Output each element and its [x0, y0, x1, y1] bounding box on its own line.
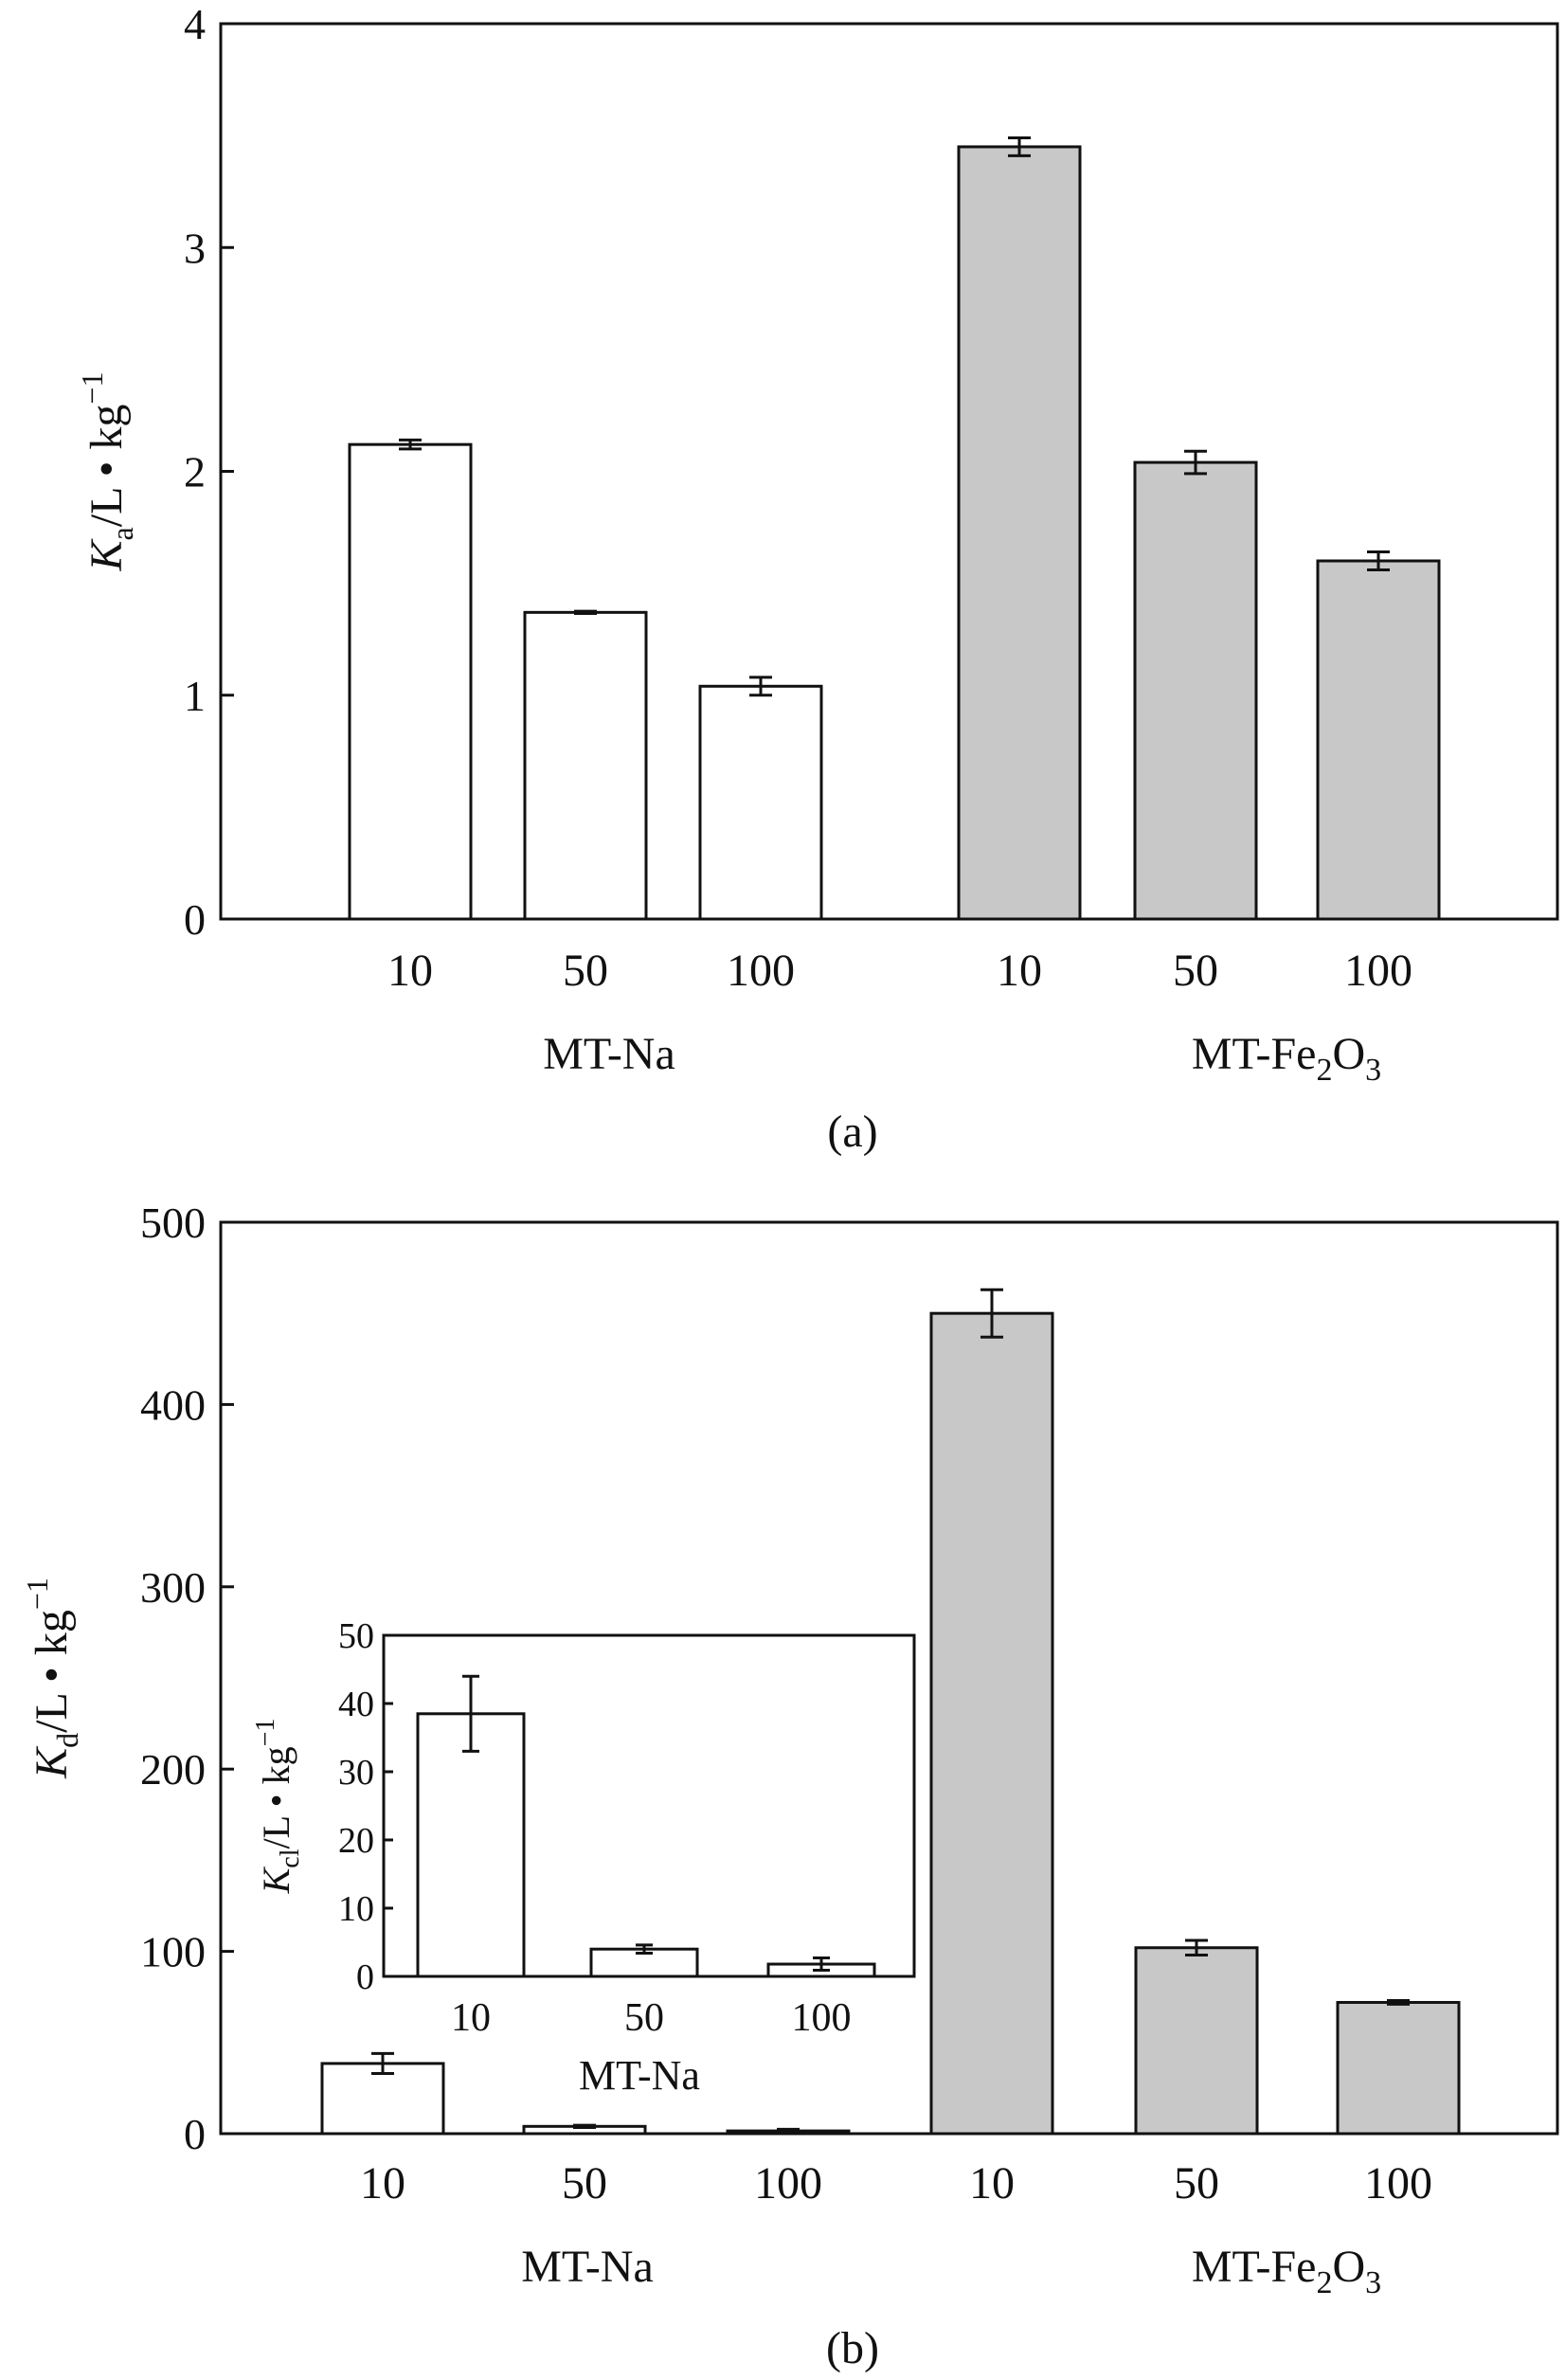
- category-label: 100: [727, 946, 795, 996]
- bar: [320, 2062, 445, 2136]
- inset-y-tick-label: 0: [356, 1957, 374, 1997]
- panel-label: (a): [827, 1107, 877, 1157]
- bar: [523, 610, 648, 921]
- category-label: 10: [997, 946, 1042, 996]
- bar: [929, 1311, 1054, 2136]
- inset-y-tick-label: 20: [338, 1821, 374, 1861]
- group-label: MT-Na: [543, 1029, 675, 1079]
- inset-y-tick-label: 40: [338, 1685, 374, 1724]
- bar: [1134, 1946, 1259, 2136]
- bar: [348, 442, 473, 921]
- category-label: 50: [562, 2158, 607, 2209]
- bar: [698, 684, 823, 921]
- y-tick-label: 400: [140, 1380, 206, 1429]
- y-tick-label: 4: [184, 0, 206, 48]
- group-label: MT-Fe2O3: [1192, 2242, 1381, 2300]
- inset-y-axis-label: Kcl/L • kg−1: [251, 1719, 305, 1895]
- y-tick-label: 100: [140, 1928, 206, 1976]
- category-label: 100: [1344, 946, 1412, 996]
- inset-bar: [416, 1712, 526, 1978]
- category-label: 100: [1364, 2158, 1432, 2209]
- group-label: MT-Na: [521, 2242, 654, 2292]
- panel-label: (b): [826, 2323, 879, 2373]
- category-label: 10: [969, 2158, 1015, 2209]
- plot-frame: [219, 1220, 1559, 2136]
- bar: [957, 145, 1082, 921]
- group-label: MT-Fe2O3: [1192, 1029, 1381, 1088]
- inset-category-label: 50: [624, 1996, 664, 2040]
- y-tick-label: 1: [184, 672, 206, 720]
- bar: [1336, 2000, 1461, 2136]
- inset-x-axis-label: MT-Na: [579, 2052, 700, 2099]
- bar: [1133, 460, 1258, 921]
- category-label: 100: [754, 2158, 822, 2209]
- category-label: 50: [563, 946, 608, 996]
- bar: [1316, 559, 1441, 921]
- category-label: 10: [387, 946, 433, 996]
- inset-y-tick-label: 10: [338, 1889, 374, 1929]
- inset-category-label: 10: [451, 1996, 491, 2040]
- inset-chart: 0 10 20 30 40 50 Kcl/L • kg−1 10 50 100 MT-Na: [251, 1616, 916, 2099]
- category-label: 10: [360, 2158, 405, 2209]
- y-tick-label: 200: [140, 1745, 206, 1794]
- panel-a: 0 1 2 3 4 Ka/L • kg−1 10 50 100 MT-Na 10 50 100 MT-Fe…: [75, 0, 1559, 1157]
- inset-bar: [589, 1947, 699, 1978]
- category-label: 50: [1173, 946, 1218, 996]
- category-label: 50: [1174, 2158, 1219, 2209]
- y-tick-label: 500: [140, 1199, 206, 1247]
- inset-y-tick-label: 50: [338, 1616, 374, 1656]
- y-tick-label: 2: [184, 448, 206, 496]
- inset-category-label: 100: [792, 1996, 852, 2040]
- inset-y-tick-label: 30: [338, 1753, 374, 1793]
- y-axis-label: Kd/L • kg−1: [20, 1578, 84, 1779]
- y-tick-label: 0: [184, 2110, 206, 2158]
- y-tick-label: 0: [184, 895, 206, 944]
- y-axis-label: Ka/L • kg−1: [75, 372, 139, 572]
- y-tick-label: 300: [140, 1563, 206, 1612]
- y-tick-label: 3: [184, 224, 206, 272]
